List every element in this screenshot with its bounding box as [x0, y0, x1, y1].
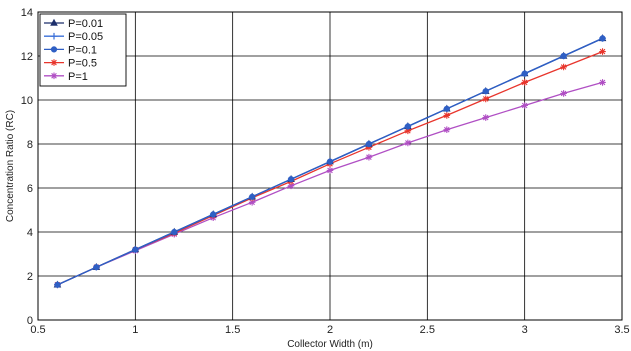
data-point [560, 52, 567, 60]
data-point [599, 48, 606, 55]
legend-marker [50, 18, 58, 26]
x-tick-label: 3.5 [614, 324, 629, 336]
legend-marker [50, 72, 58, 80]
data-point [93, 264, 100, 271]
legend-marker [50, 46, 58, 53]
data-point [521, 79, 528, 86]
plot-frame [37, 11, 623, 321]
data-point [560, 63, 567, 71]
y-tick-label: 14 [21, 7, 33, 19]
data-point [521, 70, 528, 77]
data-point [365, 153, 373, 161]
data-point [132, 246, 139, 253]
x-tick-label: 3 [522, 324, 528, 336]
data-point [404, 123, 411, 130]
legend-label: P=0.1 [68, 44, 97, 56]
y-tick-label: 6 [27, 183, 33, 195]
data-point [482, 88, 489, 95]
y-tick-label: 0 [27, 315, 33, 327]
data-point [210, 211, 217, 218]
data-point [482, 95, 490, 103]
x-tick-label: 2.5 [420, 324, 435, 336]
legend-label: P=0.01 [68, 18, 103, 30]
data-point [326, 167, 334, 174]
y-tick-label: 4 [27, 227, 33, 239]
legend: P=0.01P=0.05P=0.1 P=0.5P=1 [39, 13, 127, 87]
data-point [443, 105, 450, 112]
series-P=0.1 [54, 35, 606, 288]
data-point [326, 158, 334, 165]
data-point [249, 193, 256, 200]
data-point [365, 140, 373, 148]
data-point [404, 139, 412, 147]
data-point [599, 79, 606, 86]
legend-label: P=0.05 [68, 31, 103, 43]
legend-marker [50, 59, 58, 66]
x-tick-label: 0.5 [30, 324, 45, 336]
data-point [171, 228, 178, 236]
y-tick-label: 2 [27, 271, 33, 283]
data-point [248, 199, 256, 206]
data-point [287, 176, 295, 183]
series-layer [53, 34, 607, 289]
data-point [599, 35, 606, 42]
y-tick-label: 10 [21, 95, 33, 107]
data-point [521, 102, 528, 109]
tick-labels: 0.5 1 1.5 2 2.5 3 3.5 0 2 4 6 8 10 12 14 [21, 7, 630, 336]
data-point [404, 127, 412, 135]
x-tick-label: 1 [132, 324, 138, 336]
x-tick-label: 2 [327, 324, 333, 336]
data-point [443, 126, 451, 133]
grid [37, 11, 623, 321]
y-axis-label: Concentration Ratio (RC) [5, 110, 16, 222]
data-point [287, 182, 295, 190]
x-tick-label: 1.5 [225, 324, 240, 336]
legend-label: P=1 [68, 71, 88, 83]
legend-label: P=0.5 [68, 58, 97, 70]
y-tick-label: 8 [27, 139, 33, 151]
y-tick-label: 12 [21, 51, 33, 63]
data-point [482, 114, 490, 121]
data-point [443, 112, 451, 119]
legend-marker [50, 32, 58, 40]
x-axis-label: Collector Width (m) [287, 339, 373, 350]
data-point [560, 90, 567, 97]
data-point [54, 281, 61, 288]
